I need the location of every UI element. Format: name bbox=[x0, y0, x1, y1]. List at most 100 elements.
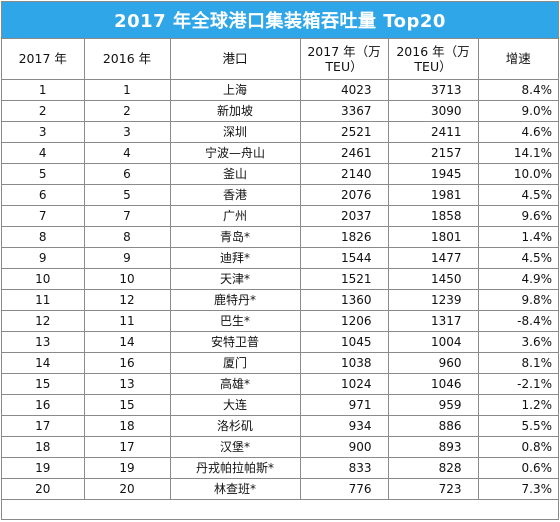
teu-2017-cell: 3367 bbox=[299, 100, 389, 122]
teu-2016-cell: 959 bbox=[387, 394, 479, 416]
header-rank-2016: 2016 年 bbox=[83, 39, 171, 80]
port-name-cell: 天津* bbox=[169, 268, 301, 290]
growth-cell: 0.8% bbox=[477, 436, 558, 458]
rank-2016-cell: 18 bbox=[83, 415, 171, 437]
rank-2017-cell: 12 bbox=[2, 310, 85, 332]
growth-cell: -2.1% bbox=[477, 373, 558, 395]
rank-2017-cell: 11 bbox=[2, 289, 85, 311]
table-row: 17 18 洛杉矶 934 886 5.5% bbox=[2, 415, 558, 437]
growth-cell: 5.5% bbox=[477, 415, 558, 437]
teu-2017-cell: 971 bbox=[299, 394, 389, 416]
table-row: 12 11 巴生* 1206 1317 -8.4% bbox=[2, 310, 558, 332]
teu-2017-cell: 776 bbox=[299, 478, 389, 500]
teu-2017-cell: 1360 bbox=[299, 289, 389, 311]
rank-2016-cell: 11 bbox=[83, 310, 171, 332]
growth-cell: -8.4% bbox=[477, 310, 558, 332]
teu-2016-cell: 828 bbox=[387, 457, 479, 479]
teu-2017-cell: 2140 bbox=[299, 163, 389, 185]
growth-cell: 4.5% bbox=[477, 184, 558, 206]
table-row: 20 20 林查班* 776 723 7.3% bbox=[2, 478, 558, 500]
teu-2016-cell: 1858 bbox=[387, 205, 479, 227]
table-row: 18 17 汉堡* 900 893 0.8% bbox=[2, 436, 558, 458]
rank-2016-cell: 6 bbox=[83, 163, 171, 185]
rank-2017-cell: 6 bbox=[2, 184, 85, 206]
teu-2017-cell: 1038 bbox=[299, 352, 389, 374]
table-row: 5 6 釜山 2140 1945 10.0% bbox=[2, 163, 558, 185]
port-name-cell: 青岛* bbox=[169, 226, 301, 248]
rank-2017-cell: 13 bbox=[2, 331, 85, 353]
table-row: 4 4 宁波—舟山 2461 2157 14.1% bbox=[2, 142, 558, 164]
growth-cell: 0.6% bbox=[477, 457, 558, 479]
teu-2016-cell: 893 bbox=[387, 436, 479, 458]
rank-2017-cell: 10 bbox=[2, 268, 85, 290]
header-teu-2016: 2016 年（万 TEU） bbox=[387, 39, 479, 80]
port-name-cell: 广州 bbox=[169, 205, 301, 227]
teu-2017-cell: 934 bbox=[299, 415, 389, 437]
table-row: 8 8 青岛* 1826 1801 1.4% bbox=[2, 226, 558, 248]
rank-2016-cell: 5 bbox=[83, 184, 171, 206]
teu-2017-cell: 1826 bbox=[299, 226, 389, 248]
teu-2017-cell: 833 bbox=[299, 457, 389, 479]
rank-2016-cell: 3 bbox=[83, 121, 171, 143]
table-row: 19 19 丹戎帕拉帕斯* 833 828 0.6% bbox=[2, 457, 558, 479]
table-row: 16 15 大连 971 959 1.2% bbox=[2, 394, 558, 416]
growth-cell: 1.2% bbox=[477, 394, 558, 416]
teu-2016-cell: 2411 bbox=[387, 121, 479, 143]
teu-2016-cell: 1450 bbox=[387, 268, 479, 290]
teu-2016-cell: 1981 bbox=[387, 184, 479, 206]
rank-2017-cell: 4 bbox=[2, 142, 85, 164]
growth-cell: 8.4% bbox=[477, 79, 558, 101]
port-name-cell: 丹戎帕拉帕斯* bbox=[169, 457, 301, 479]
header-port: 港口 bbox=[169, 39, 301, 80]
table-row: 14 16 厦门 1038 960 8.1% bbox=[2, 352, 558, 374]
port-name-cell: 洛杉矶 bbox=[169, 415, 301, 437]
rank-2016-cell: 14 bbox=[83, 331, 171, 353]
port-name-cell: 汉堡* bbox=[169, 436, 301, 458]
teu-2016-cell: 723 bbox=[387, 478, 479, 500]
growth-cell: 4.9% bbox=[477, 268, 558, 290]
table-row: 1 1 上海 4023 3713 8.4% bbox=[2, 79, 558, 101]
port-name-cell: 鹿特丹* bbox=[169, 289, 301, 311]
rank-2017-cell: 8 bbox=[2, 226, 85, 248]
table-row: 11 12 鹿特丹* 1360 1239 9.8% bbox=[2, 289, 558, 311]
port-name-cell: 安特卫普 bbox=[169, 331, 301, 353]
header-teu-2017: 2017 年（万 TEU） bbox=[299, 39, 389, 80]
port-name-cell: 迪拜* bbox=[169, 247, 301, 269]
rank-2017-cell: 15 bbox=[2, 373, 85, 395]
port-name-cell: 宁波—舟山 bbox=[169, 142, 301, 164]
table-row: 2 2 新加坡 3367 3090 9.0% bbox=[2, 100, 558, 122]
growth-cell: 3.6% bbox=[477, 331, 558, 353]
port-name-cell: 大连 bbox=[169, 394, 301, 416]
teu-2016-cell: 886 bbox=[387, 415, 479, 437]
table-title: 2017 年全球港口集装箱吞吐量 Top20 bbox=[2, 2, 558, 39]
rank-2016-cell: 8 bbox=[83, 226, 171, 248]
growth-cell: 8.1% bbox=[477, 352, 558, 374]
rank-2016-cell: 13 bbox=[83, 373, 171, 395]
table-header: 2017 年 2016 年 港口 2017 年（万 TEU） 2016 年（万 … bbox=[2, 39, 558, 80]
teu-2017-cell: 4023 bbox=[299, 79, 389, 101]
teu-2017-cell: 1045 bbox=[299, 331, 389, 353]
rank-2016-cell: 1 bbox=[83, 79, 171, 101]
rank-2016-cell: 17 bbox=[83, 436, 171, 458]
growth-cell: 4.5% bbox=[477, 247, 558, 269]
rank-2016-cell: 12 bbox=[83, 289, 171, 311]
teu-2016-cell: 1945 bbox=[387, 163, 479, 185]
teu-2016-cell: 1317 bbox=[387, 310, 479, 332]
rank-2017-cell: 5 bbox=[2, 163, 85, 185]
header-row: 2017 年 2016 年 港口 2017 年（万 TEU） 2016 年（万 … bbox=[2, 39, 558, 80]
rank-2017-cell: 18 bbox=[2, 436, 85, 458]
table-row: 13 14 安特卫普 1045 1004 3.6% bbox=[2, 331, 558, 353]
header-growth: 增速 bbox=[477, 39, 558, 80]
table-row: 9 9 迪拜* 1544 1477 4.5% bbox=[2, 247, 558, 269]
port-throughput-table: 2017 年 2016 年 港口 2017 年（万 TEU） 2016 年（万 … bbox=[2, 39, 558, 500]
rank-2016-cell: 7 bbox=[83, 205, 171, 227]
growth-cell: 14.1% bbox=[477, 142, 558, 164]
port-name-cell: 林查班* bbox=[169, 478, 301, 500]
teu-2016-cell: 1046 bbox=[387, 373, 479, 395]
rank-2016-cell: 19 bbox=[83, 457, 171, 479]
teu-2016-cell: 1801 bbox=[387, 226, 479, 248]
rank-2017-cell: 3 bbox=[2, 121, 85, 143]
growth-cell: 10.0% bbox=[477, 163, 558, 185]
growth-cell: 7.3% bbox=[477, 478, 558, 500]
teu-2017-cell: 2037 bbox=[299, 205, 389, 227]
